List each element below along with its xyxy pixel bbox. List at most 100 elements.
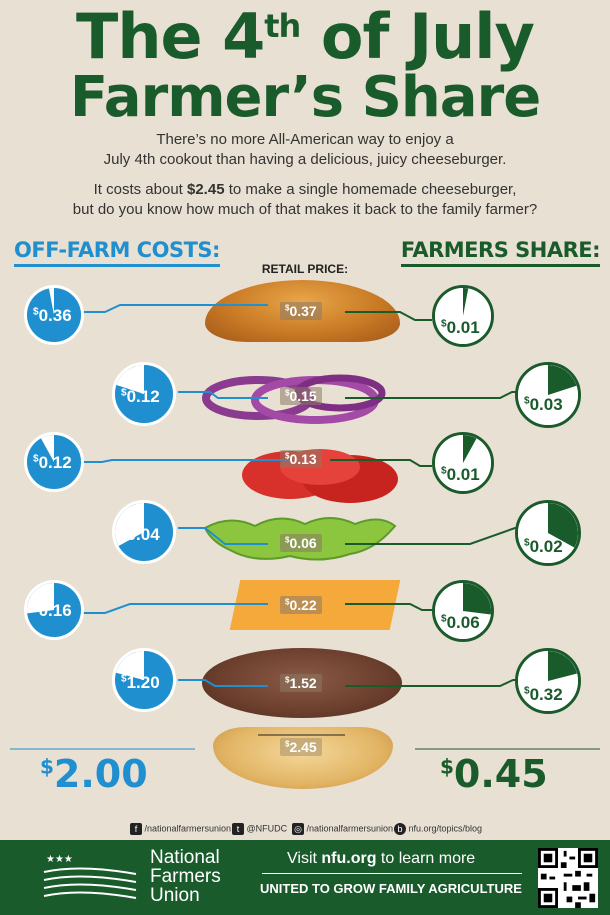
farm-share-pie-chart	[435, 288, 491, 344]
org-name-line: National	[150, 847, 220, 868]
nfu-wordmark: National Farmers Union	[150, 848, 221, 905]
facebook-handle: /nationalfarmersunion	[144, 823, 232, 834]
farm-share-circle: $0.01	[432, 432, 494, 494]
farm-share-pie-chart	[435, 583, 491, 639]
nfu-logo-icon: ★★★	[43, 854, 137, 899]
currency-symbol: $	[33, 306, 39, 318]
retail-price: $0.06	[280, 534, 322, 552]
off-farm-circle: $0.16	[24, 580, 84, 640]
farm-share-amount: 0.01	[446, 318, 480, 337]
currency-symbol: $	[440, 754, 454, 779]
farm-share-circle: $0.32	[515, 648, 581, 714]
off-farm-amount: 0.12	[38, 453, 72, 472]
intro-line: July 4th cookout than having a delicious…	[103, 151, 507, 168]
blog-link[interactable]: b nfu.org/topics/blog	[394, 823, 482, 835]
retail-value: 0.06	[289, 535, 317, 551]
off-farm-circle: $1.20	[112, 648, 176, 712]
farm-share-value: $0.32	[524, 685, 563, 705]
title-line-2: Farmer’s Share	[69, 65, 541, 130]
title-text: of July	[300, 0, 535, 73]
farmers-share-underline	[400, 264, 600, 267]
farm-share-circle: $0.02	[515, 500, 581, 566]
off-farm-total-value: 2.00	[53, 752, 148, 796]
svg-text:★★★: ★★★	[46, 854, 73, 865]
retail-value: 0.37	[289, 303, 317, 319]
farmers-share-header: FARMERS SHARE:	[400, 238, 601, 267]
off-farm-value: $0.12	[121, 387, 160, 407]
farm-share-circle: $0.03	[515, 362, 581, 428]
currency-symbol: $	[524, 395, 530, 407]
currency-symbol: $	[40, 754, 54, 779]
off-farm-amount: 0.12	[126, 387, 160, 406]
farm-share-value: $0.01	[441, 318, 480, 338]
farm-connector	[345, 527, 520, 545]
farm-share-amount: 0.01	[446, 465, 480, 484]
off-farm-value: $0.16	[33, 601, 72, 621]
farm-share-circle: $0.01	[432, 285, 494, 347]
twitter-link[interactable]: t @NFUDC	[232, 823, 287, 835]
intro-line: There’s no more All-American way to enjo…	[156, 131, 454, 148]
off-farm-connector	[80, 304, 268, 313]
facebook-icon: f	[130, 823, 142, 835]
off-farm-connector	[178, 679, 268, 687]
off-farm-circle: $0.04	[112, 500, 176, 564]
qr-code-icon[interactable]	[538, 848, 598, 908]
farm-share-amount: 0.03	[529, 395, 563, 414]
farm-share-amount: 0.02	[529, 537, 563, 556]
off-farm-value: $1.20	[121, 673, 160, 693]
retail-price: $0.37	[280, 302, 322, 320]
currency-symbol: $	[441, 318, 447, 330]
farm-total-value: 0.45	[453, 752, 548, 796]
pie-slice	[548, 651, 578, 681]
off-farm-amount: 0.16	[38, 601, 72, 620]
farm-share-value: $0.06	[441, 613, 480, 633]
retail-value: 0.13	[289, 451, 317, 467]
off-farm-value: $0.12	[33, 453, 72, 473]
off-farm-header-text: OFF-FARM COSTS:	[14, 238, 220, 262]
twitter-icon: t	[232, 823, 244, 835]
currency-symbol: $	[524, 685, 530, 697]
intro-text: It costs about	[93, 181, 187, 198]
off-farm-connector	[80, 603, 268, 614]
org-name-line: Union	[150, 885, 200, 906]
off-farm-header: OFF-FARM COSTS:	[14, 238, 220, 267]
currency-symbol: $	[33, 453, 39, 465]
off-farm-total: $2.00	[40, 752, 148, 796]
title-text: The 4	[76, 0, 265, 73]
currency-symbol: $	[285, 535, 290, 545]
farm-share-value: $0.02	[524, 537, 563, 557]
org-name-line: Farmers	[150, 866, 221, 887]
tagline: UNITED TO GROW FAMILY AGRICULTURE	[260, 881, 522, 896]
website-link[interactable]: nfu.org	[321, 850, 377, 867]
farm-connector	[345, 391, 520, 399]
retail-total-value: 2.45	[289, 739, 317, 755]
currency-symbol: $	[285, 451, 290, 461]
off-farm-amount: 1.20	[126, 673, 160, 692]
currency-symbol: $	[285, 739, 290, 749]
farm-connector	[330, 459, 432, 467]
blog-url: nfu.org/topics/blog	[408, 823, 483, 834]
off-farm-amount: 0.04	[126, 525, 160, 544]
farm-share-amount: 0.06	[446, 613, 480, 632]
retail-price: $1.52	[280, 674, 322, 692]
off-farm-value: $0.04	[121, 525, 160, 545]
pie-slice	[27, 288, 81, 342]
off-farm-connector	[178, 527, 268, 545]
retail-price-label: RETAIL PRICE:	[261, 262, 349, 276]
farm-share-pie-chart	[435, 435, 491, 491]
title-superscript: th	[264, 7, 301, 45]
instagram-link[interactable]: ◎ /nationalfarmersunion	[292, 823, 393, 835]
off-farm-pie-chart	[27, 288, 81, 342]
farm-share-pie-chart	[518, 503, 578, 563]
farm-total: $0.45	[440, 752, 548, 796]
intro-line: It costs about $2.45 to make a single ho…	[0, 180, 610, 200]
farm-share-circle: $0.06	[432, 580, 494, 642]
off-farm-connector	[178, 391, 268, 399]
visit-text-part: to learn more	[376, 850, 476, 867]
retail-value: 0.15	[289, 388, 317, 404]
retail-price: $0.13	[280, 450, 322, 468]
facebook-link[interactable]: f /nationalfarmersunion	[130, 823, 231, 835]
footer-divider	[262, 873, 522, 874]
currency-symbol: $	[285, 597, 290, 607]
